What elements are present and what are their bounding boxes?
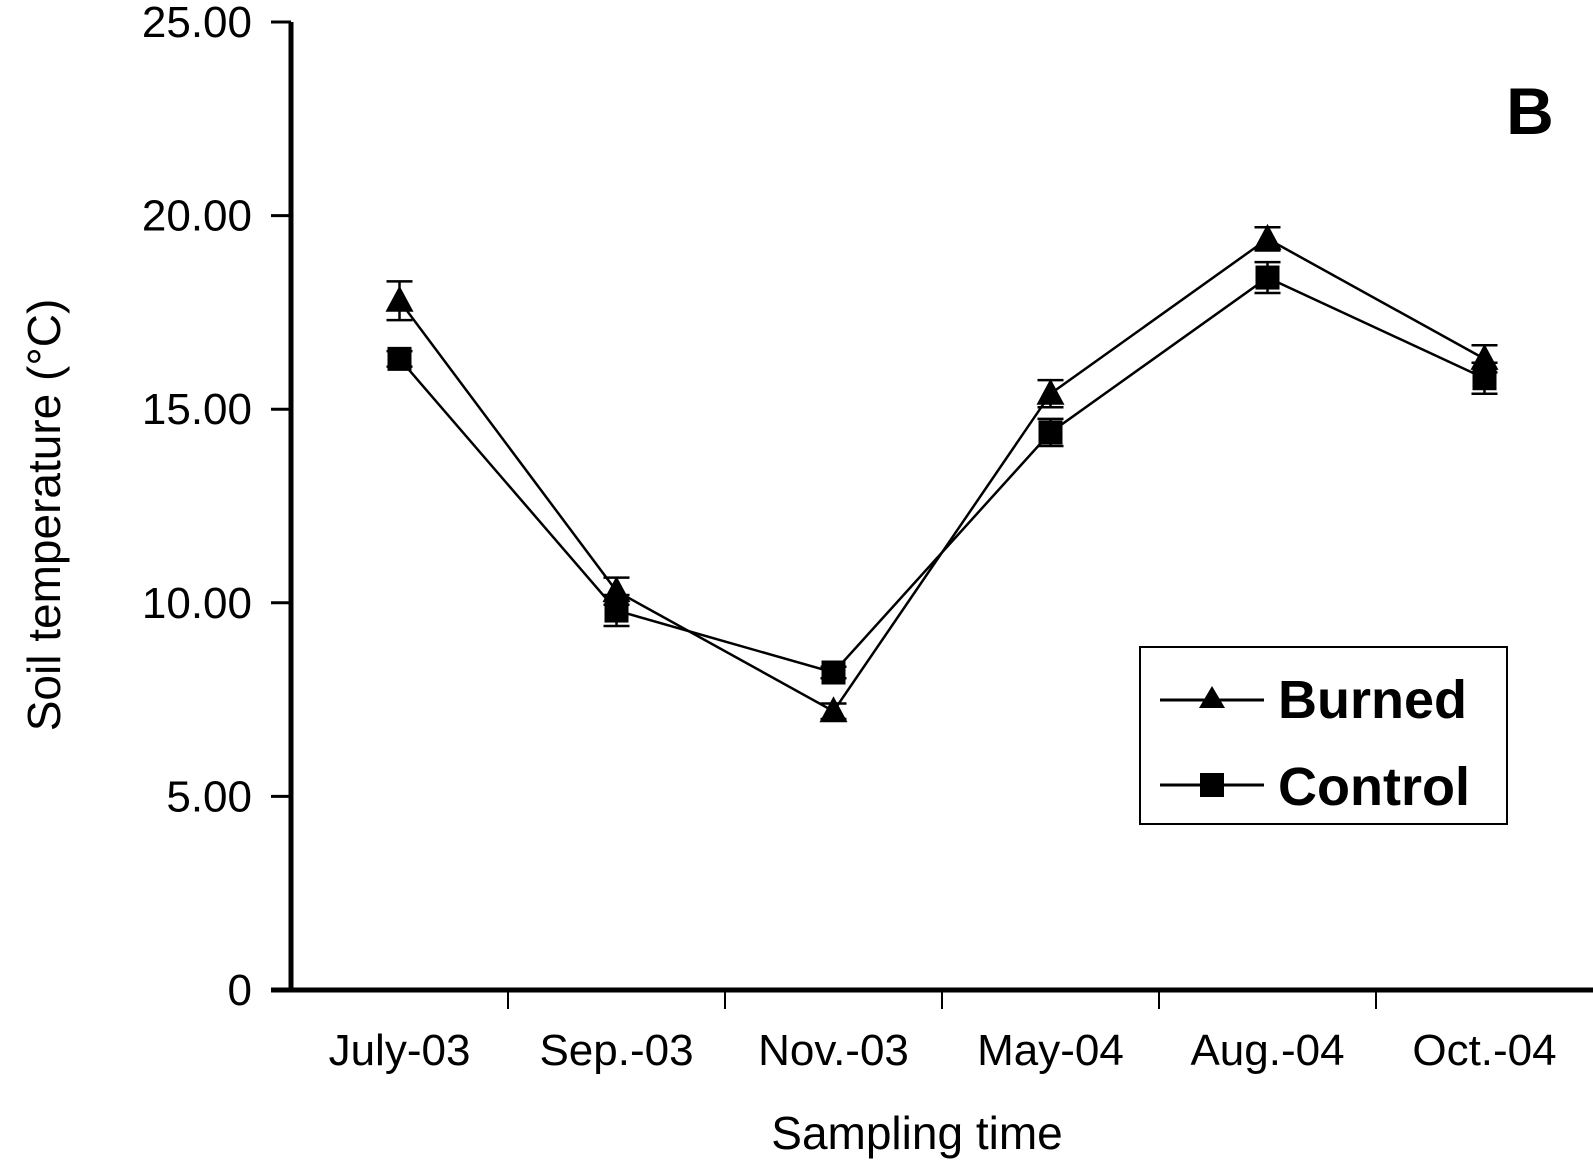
x-tick-label: Aug.-04	[1190, 1026, 1344, 1075]
x-axis-title: Sampling time	[771, 1107, 1062, 1159]
x-tick-label: May-04	[977, 1026, 1124, 1075]
x-tick-label: Sep.-03	[539, 1026, 693, 1075]
point-control	[387, 346, 412, 371]
legend-control-label: Control	[1278, 757, 1470, 817]
x-axis-ticks: July-03 Sep.-03 Nov.-03 May-04 Aug.-04 Oct.-0…	[329, 990, 1557, 1075]
point-control	[604, 598, 629, 623]
series-line-control	[398, 276, 1486, 674]
y-tick-label: 15.00	[142, 385, 252, 434]
legend: Burned Control	[1139, 646, 1508, 825]
x-tick-label: Oct.-04	[1412, 1026, 1556, 1075]
point-control	[1255, 265, 1280, 290]
point-control	[1038, 420, 1063, 445]
point-burned	[385, 285, 414, 312]
y-axis-title: Soil temperature (°C)	[18, 299, 70, 732]
legend-burned-label: Burned	[1278, 670, 1467, 730]
point-burned	[819, 696, 848, 723]
y-tick-label: 10.00	[142, 579, 252, 628]
y-tick-label: 5.00	[166, 772, 252, 821]
y-tick-label: 25.00	[142, 0, 252, 47]
point-control	[821, 660, 846, 685]
panel-label: B	[1506, 74, 1554, 148]
y-tick-label: 0	[228, 966, 252, 1015]
legend-burned-triangle-icon	[1199, 686, 1225, 708]
plot-area	[385, 223, 1499, 723]
x-tick-label: Nov.-03	[758, 1026, 909, 1075]
point-control	[1472, 366, 1497, 391]
point-burned	[1253, 223, 1282, 250]
legend-control-square-icon	[1200, 773, 1224, 797]
point-burned	[1036, 378, 1065, 405]
y-tick-label: 20.00	[142, 192, 252, 241]
series-line-burned	[398, 237, 1486, 713]
y-axis-ticks: 0 5.00 10.00 15.00 20.00 25.00	[142, 0, 291, 1015]
x-tick-label: July-03	[329, 1026, 471, 1075]
